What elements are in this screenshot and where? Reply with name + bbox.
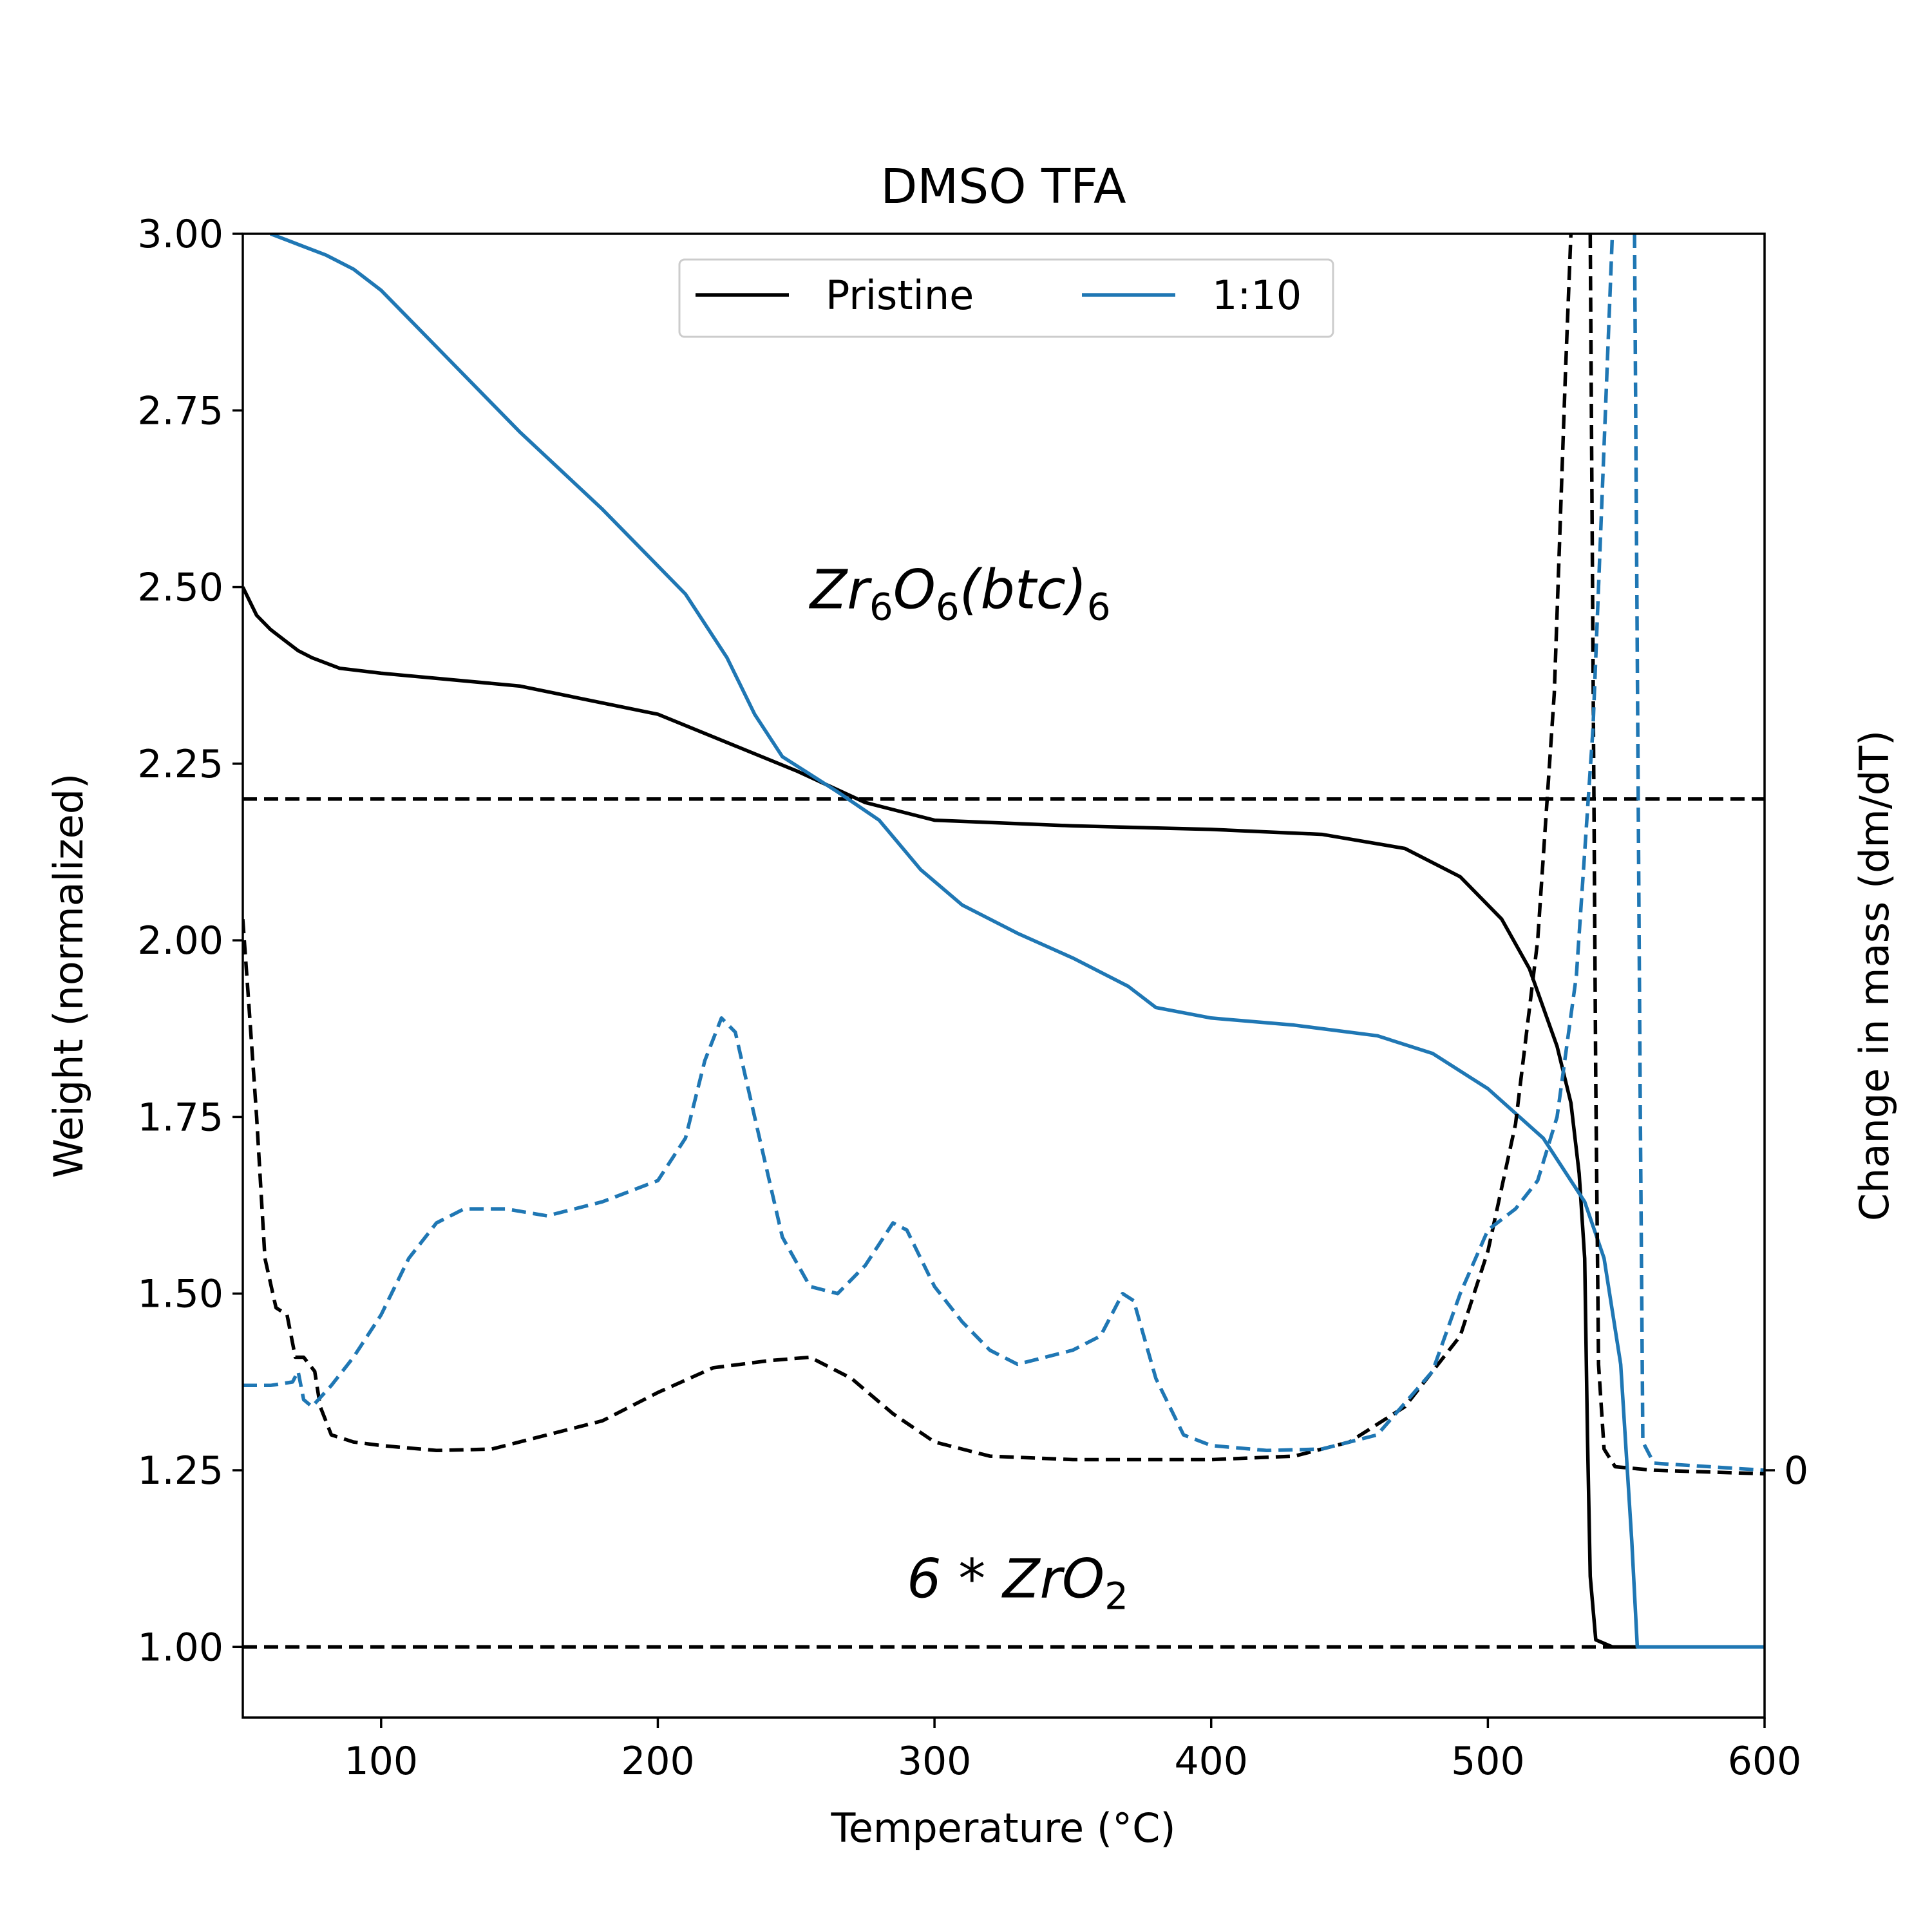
y-axis-ticks: 1.00 1.25 1.50 1.75 2.00 2.25 2.50 2.75 3.00 xyxy=(137,212,243,1670)
y-tick-label: 2.50 xyxy=(137,565,223,611)
x-tick-label: 300 xyxy=(898,1739,972,1784)
x-tick-label: 600 xyxy=(1728,1739,1802,1784)
annotation-zr6o6-btc6: Zr6O6(btc)6 xyxy=(809,558,1111,629)
plot-frame xyxy=(242,232,1766,1719)
legend-box xyxy=(678,258,1334,338)
y2-axis-ticks: 0 xyxy=(1765,1448,1808,1493)
series-line-1-10-dm-dt xyxy=(243,234,1615,1453)
x-tick-label: 500 xyxy=(1451,1739,1525,1784)
y-tick-label: 2.75 xyxy=(137,388,223,433)
y-tick-label: 1.25 xyxy=(137,1448,223,1493)
legend-label-pristine: Pristine xyxy=(826,272,974,319)
series-line-pristine-dm-dt-high-t xyxy=(1588,234,1765,1476)
y-tick-label: 1.00 xyxy=(137,1625,223,1670)
legend: Pristine 1:10 xyxy=(678,258,1334,338)
x-axis-ticks: 100 200 300 400 500 600 xyxy=(345,1718,1802,1784)
x-axis-label: Temperature (°C) xyxy=(830,1804,1175,1852)
series-line-pristine-dm-dt xyxy=(243,234,1573,1462)
series-line-1-10 xyxy=(270,234,1765,1649)
y-tick-label: 2.00 xyxy=(137,918,223,963)
y2-tick-label: 0 xyxy=(1784,1448,1808,1493)
series-line-pristine xyxy=(243,586,1765,1649)
y-tick-label: 1.75 xyxy=(137,1095,223,1140)
x-tick-label: 100 xyxy=(345,1739,419,1784)
x-tick-label: 400 xyxy=(1174,1739,1248,1784)
annotation-6-zro2: 6 * ZrO2 xyxy=(907,1547,1128,1618)
series-layer xyxy=(243,234,1765,1649)
y-tick-label: 3.00 xyxy=(137,212,223,257)
chart-title: DMSO TFA xyxy=(880,159,1126,214)
x-tick-label: 200 xyxy=(621,1739,695,1784)
annotations: Zr6O6(btc)6 6 * ZrO2 xyxy=(809,558,1128,1618)
series-line-1-10-dm-dt-high-t xyxy=(1633,234,1765,1472)
legend-label-1-10: 1:10 xyxy=(1212,272,1302,319)
y2-axis-label: Change in mass (dm/dT) xyxy=(1851,730,1898,1221)
y-tick-label: 1.50 xyxy=(137,1272,223,1317)
y-axis-label: Weight (normalized) xyxy=(45,773,92,1179)
y-tick-label: 2.25 xyxy=(137,742,223,787)
